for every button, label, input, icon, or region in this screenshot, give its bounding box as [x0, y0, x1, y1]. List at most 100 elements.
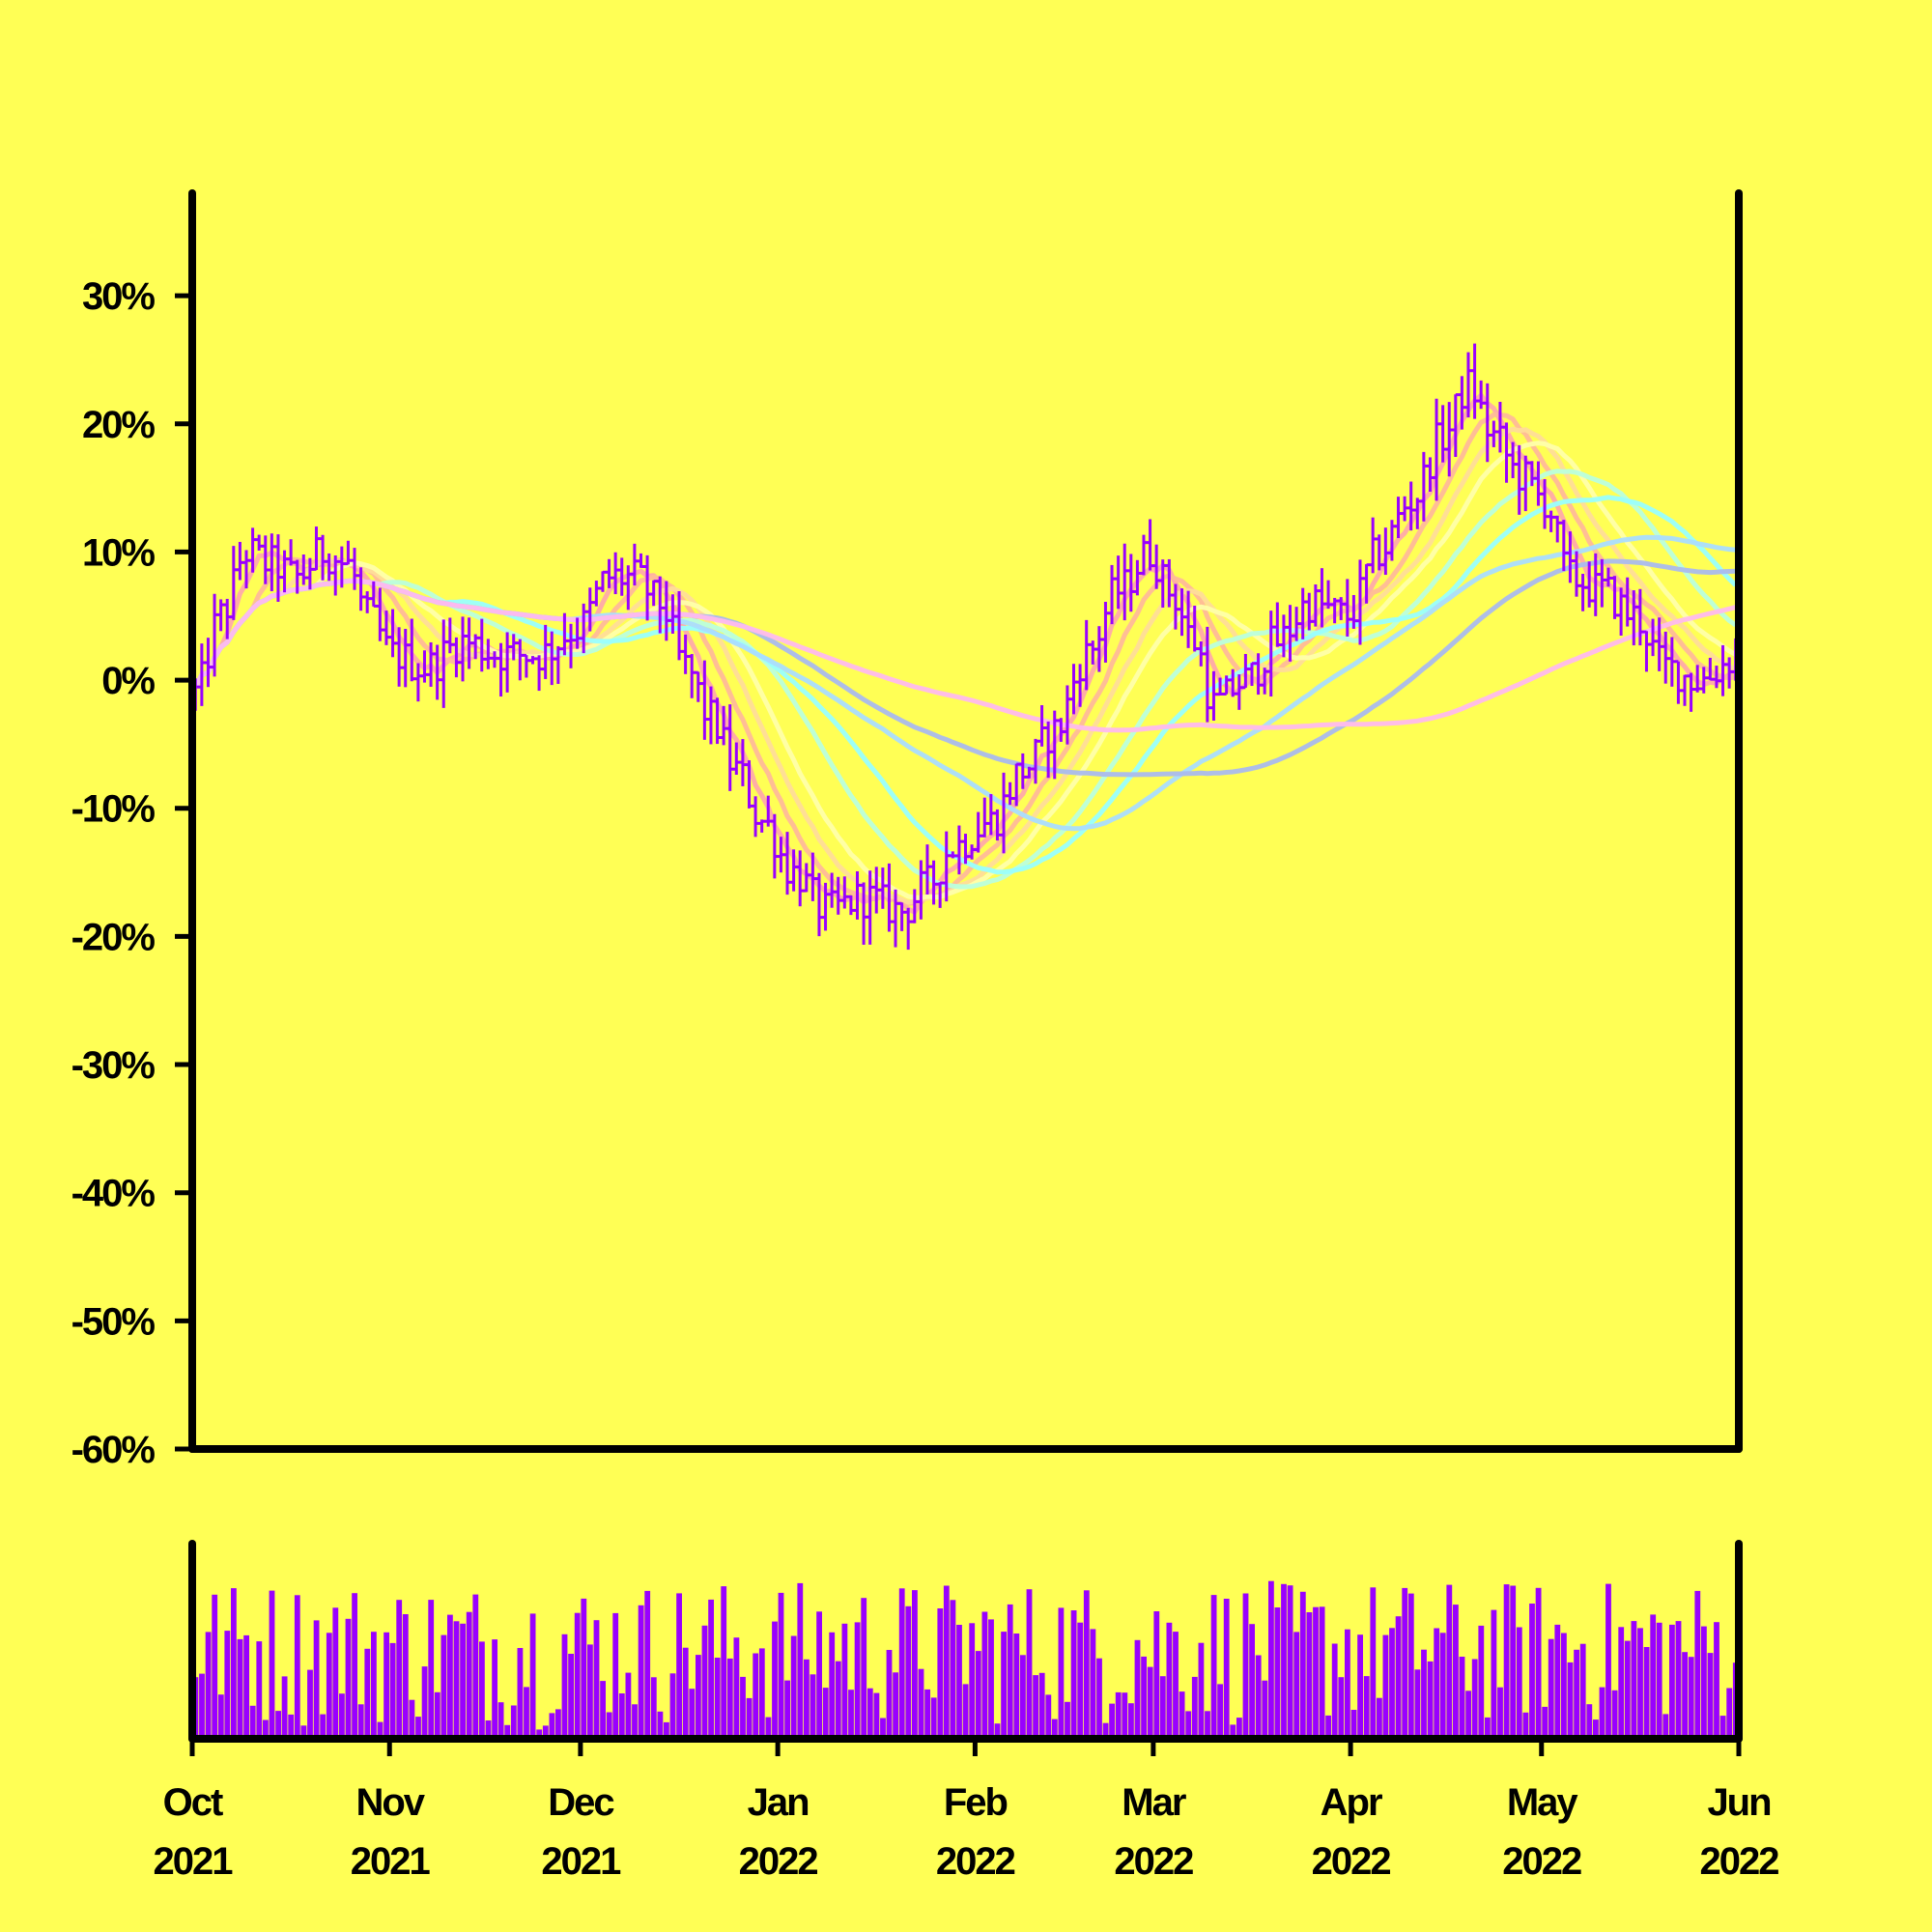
ohlc-bar	[319, 534, 327, 581]
ohlc-bar	[1573, 551, 1580, 597]
volume-bar	[1134, 1639, 1141, 1739]
ohlc-bar	[471, 634, 479, 660]
ohlc-bar	[1490, 420, 1497, 447]
volume-bar	[1363, 1676, 1370, 1739]
ohlc-bar	[510, 634, 518, 661]
ohlc-bar	[230, 546, 238, 620]
volume-bar	[1217, 1684, 1223, 1739]
ohlc-bar	[1420, 451, 1428, 522]
volume-bar	[587, 1644, 593, 1739]
volume-bar	[1656, 1622, 1662, 1739]
y-tick-label: 10%	[82, 531, 155, 574]
volume-bar	[1446, 1584, 1453, 1739]
ohlc-bar	[1350, 594, 1357, 629]
ohlc-bar	[580, 603, 587, 654]
volume-bar	[281, 1676, 288, 1739]
ohlc-bar	[1101, 601, 1109, 663]
ohlc-bar	[637, 553, 644, 569]
volume-bar	[664, 1721, 669, 1739]
volume-bar	[460, 1623, 466, 1739]
ohlc-bar	[1127, 554, 1135, 612]
volume-bar	[1038, 1672, 1045, 1739]
volume-bar	[1611, 1690, 1618, 1739]
ohlc-bar	[338, 546, 346, 588]
volume-bar	[905, 1605, 912, 1739]
volume-bar	[1414, 1669, 1421, 1739]
x-tick-year: 2022	[1502, 1840, 1581, 1883]
ohlc-bar	[1395, 497, 1403, 538]
x-tick-year: 2021	[541, 1840, 621, 1883]
ohlc-bar	[434, 644, 441, 700]
x-tick-year: 2021	[154, 1840, 234, 1883]
ohlc-bar	[459, 616, 467, 682]
volume-bar	[389, 1642, 396, 1739]
ohlc-bar	[1019, 753, 1027, 789]
volume-bar	[1478, 1625, 1485, 1739]
ohlc-bar	[1070, 664, 1078, 715]
ohlc-bar	[650, 580, 658, 607]
volume-bar	[263, 1719, 269, 1739]
volume-bar	[1109, 1703, 1115, 1739]
ohlc-bar	[344, 540, 352, 566]
ohlc-bar	[643, 554, 651, 621]
ohlc-bar	[726, 704, 734, 791]
ohlc-bar	[287, 539, 295, 566]
ohlc-bar	[1089, 640, 1096, 665]
ohlc-bar	[1241, 653, 1249, 690]
volume-bar	[1077, 1622, 1084, 1739]
ohlc-bar	[414, 663, 422, 702]
ohlc-bar	[1496, 401, 1504, 453]
volume-bar	[778, 1592, 784, 1739]
ohlc-bar	[1108, 564, 1116, 625]
ohlc-bar	[1057, 718, 1065, 742]
x-tick-year: 2022	[1700, 1840, 1779, 1883]
ohlc-bar	[574, 617, 582, 649]
volume-bar	[1503, 1584, 1510, 1739]
volume-bar	[696, 1655, 701, 1739]
ohlc-bar	[1649, 618, 1657, 657]
ohlc-bar	[1083, 619, 1091, 691]
volume-bar	[1439, 1633, 1446, 1739]
ohlc-bar	[1401, 496, 1408, 522]
volume-bar	[962, 1684, 969, 1739]
volume-bar	[1427, 1661, 1434, 1739]
ohlc-bar	[809, 852, 816, 901]
volume-bar	[326, 1633, 332, 1739]
volume-bar	[453, 1621, 460, 1739]
ohlc-bar	[714, 697, 722, 745]
ohlc-bar	[274, 534, 282, 603]
volume-bar	[1242, 1593, 1249, 1739]
ma-line-10	[193, 412, 1737, 906]
volume-bar	[1319, 1606, 1325, 1739]
ohlc-bar	[752, 796, 759, 838]
ohlc-bar	[1509, 441, 1517, 479]
volume-bar	[797, 1582, 804, 1739]
volume-bar	[1090, 1629, 1096, 1739]
volume-bar	[1453, 1605, 1459, 1739]
volume-bar	[1020, 1655, 1026, 1739]
ohlc-bar	[1713, 666, 1720, 689]
volume-bar	[1223, 1599, 1230, 1739]
y-tick-label: -50%	[71, 1300, 156, 1343]
volume-bar	[332, 1607, 339, 1739]
volume-bar	[1586, 1704, 1593, 1739]
volume-bar	[568, 1654, 574, 1739]
ohlc-bar	[420, 650, 428, 683]
volume-bar	[1605, 1583, 1611, 1739]
volume-bar	[384, 1632, 389, 1739]
volume-bar	[497, 1702, 504, 1739]
ohlc-bar	[503, 632, 511, 693]
ohlc-bar	[930, 860, 938, 905]
volume-bar	[1574, 1649, 1579, 1739]
volume-bar	[1669, 1624, 1675, 1739]
ohlc-bar	[452, 637, 460, 678]
volume-bar	[1370, 1587, 1377, 1739]
ohlc-bar	[668, 594, 676, 634]
ohlc-bar	[427, 641, 435, 687]
ohlc-bar	[242, 550, 250, 589]
volume-bar	[1389, 1628, 1395, 1739]
ohlc-bar	[370, 581, 378, 608]
volume-bar	[1191, 1676, 1198, 1739]
ohlc-bar	[535, 655, 543, 692]
volume-bar	[988, 1619, 994, 1739]
